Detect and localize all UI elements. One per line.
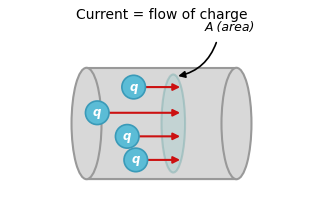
- Text: q: q: [93, 106, 101, 119]
- Text: q: q: [131, 153, 140, 166]
- Text: q: q: [123, 130, 131, 143]
- Text: Current = flow of charge: Current = flow of charge: [76, 8, 247, 22]
- Circle shape: [122, 75, 145, 99]
- Ellipse shape: [222, 68, 252, 179]
- Circle shape: [124, 148, 148, 172]
- Ellipse shape: [162, 74, 185, 173]
- Circle shape: [115, 125, 139, 148]
- Text: q: q: [130, 81, 138, 94]
- Ellipse shape: [71, 68, 101, 179]
- Circle shape: [86, 101, 109, 125]
- FancyArrowPatch shape: [180, 43, 216, 77]
- Text: A (area): A (area): [205, 21, 255, 34]
- Bar: [87, 68, 236, 179]
